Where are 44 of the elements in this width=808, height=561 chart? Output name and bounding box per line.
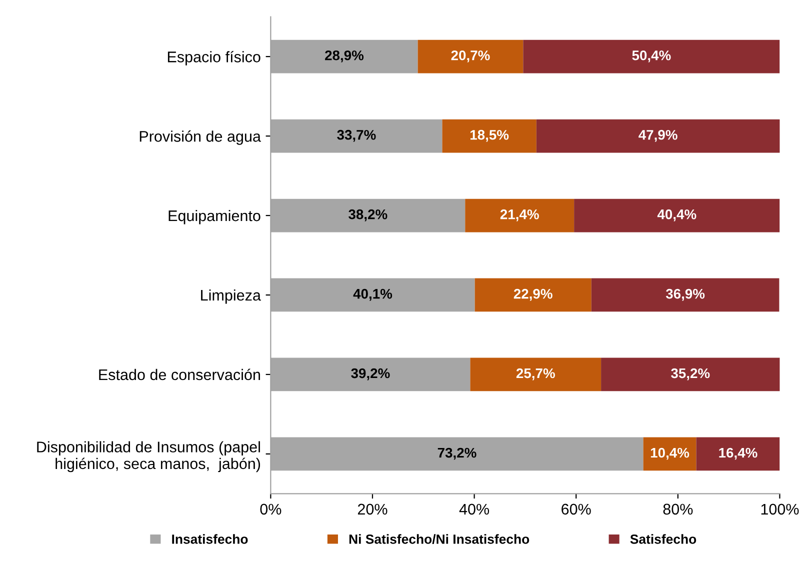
bar [536, 119, 780, 153]
data-label: 73,2% [438, 448, 476, 460]
data-label: 47,9% [638, 130, 678, 142]
data-label: 20,7% [451, 50, 490, 62]
data-label: 18,5% [470, 130, 509, 142]
x-tick-label: 40% [459, 504, 490, 515]
bar [418, 40, 524, 74]
data-label: 36,9% [666, 288, 705, 301]
bar [470, 358, 602, 392]
bar [474, 278, 592, 312]
data-label: 40,1% [353, 288, 392, 301]
bar [696, 437, 780, 471]
data-label: 38,2% [348, 209, 388, 222]
data-label: 35,2% [671, 368, 710, 380]
legend-label: Insatisfecho [172, 534, 248, 544]
data-label: 39,2% [351, 368, 390, 380]
data-label: 33,7% [337, 130, 376, 142]
y-tick-label: Estado de conservación [99, 368, 260, 380]
bar [601, 358, 780, 392]
bar [465, 198, 574, 232]
x-tick-label: 20% [358, 504, 388, 515]
x-tick-label: 60% [562, 504, 591, 515]
data-label: 22,9% [514, 288, 552, 301]
bar [574, 198, 780, 232]
y-tick-label: Espacio físico [168, 50, 260, 66]
data-label: 21,4% [500, 209, 539, 222]
x-tick-label: 0% [260, 504, 282, 515]
y-tick-label: Limpieza [201, 289, 261, 304]
y-tick-label: Equipamiento [168, 210, 260, 224]
legend-label: Ni Satisfecho/Ni Insatisfecho [349, 534, 530, 544]
data-label: 50,4% [632, 50, 671, 62]
bar [442, 119, 536, 153]
x-tick-label: 100% [761, 504, 799, 515]
data-label: 25,7% [516, 368, 555, 380]
y-tick-label: Disponibilidad de Insumos (papel higiénico, seca manos, jabón) [37, 441, 260, 472]
bar [591, 278, 780, 312]
x-tick-label: 80% [663, 504, 693, 515]
data-label: 28,9% [325, 50, 364, 62]
data-label: 16,4% [719, 448, 758, 460]
bar [523, 40, 780, 74]
data-label: 10,4% [650, 448, 690, 460]
data-label: 40,4% [657, 209, 696, 222]
legend-label: Satisfecho [630, 534, 696, 544]
y-tick-label: Provisión de agua [140, 130, 261, 145]
